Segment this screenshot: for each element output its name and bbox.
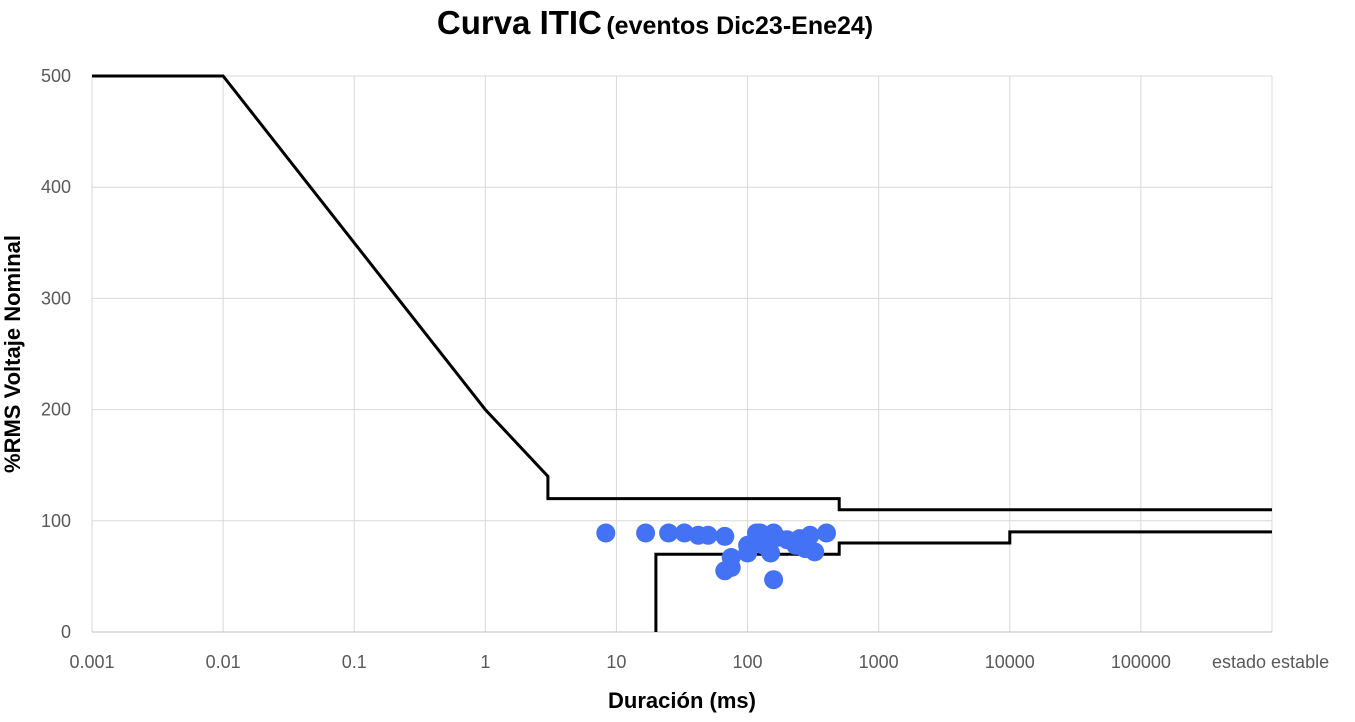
event-point <box>596 523 616 543</box>
x-tick-label: 100 <box>733 652 763 672</box>
event-point <box>800 525 820 545</box>
y-tick-label: 500 <box>41 66 71 86</box>
chart-title: Curva ITIC (eventos Dic23-Ene24) <box>0 4 1310 42</box>
event-point <box>817 523 836 543</box>
itic-curves <box>92 74 1272 632</box>
y-tick-labels: 0 100 200 300 400 500 <box>41 66 71 642</box>
x-end-label: estado estable <box>1212 652 1329 672</box>
event-point <box>721 558 741 577</box>
event-point <box>715 526 735 546</box>
y-axis-title: %RMS Voltaje Nominal <box>0 235 25 473</box>
x-tick-label: 1 <box>480 652 490 672</box>
x-tick-label: 10 <box>606 652 626 672</box>
event-point <box>738 543 758 563</box>
x-tick-label: 0.001 <box>69 652 114 672</box>
x-tick-labels: 0.001 0.01 0.1 1 10 100 1000 10000 100000 <box>69 652 1170 672</box>
x-axis-title: Duración (ms) <box>608 688 756 713</box>
grid <box>91 75 1273 633</box>
event-points <box>596 523 836 590</box>
event-point <box>659 523 679 543</box>
event-point <box>698 525 718 545</box>
x-tick-label: 0.1 <box>342 652 367 672</box>
x-tick-label: 0.01 <box>206 652 241 672</box>
x-tick-label: 1000 <box>859 652 899 672</box>
itic-lower-curve <box>654 530 1272 632</box>
chart-title-main: Curva ITIC <box>436 4 602 41</box>
itic-upper-curve <box>92 74 1272 512</box>
event-point <box>636 523 656 543</box>
event-point <box>761 543 781 563</box>
y-tick-label: 400 <box>41 177 71 197</box>
y-tick-label: 200 <box>41 400 71 420</box>
x-tick-label: 10000 <box>985 652 1035 672</box>
y-tick-label: 100 <box>41 511 71 531</box>
y-tick-label: 300 <box>41 288 71 308</box>
event-point <box>764 570 784 590</box>
event-point <box>805 542 825 562</box>
x-tick-label: 100000 <box>1111 652 1171 672</box>
y-tick-label: 0 <box>61 622 71 642</box>
chart-subtitle: (eventos Dic23-Ene24) <box>606 12 874 40</box>
